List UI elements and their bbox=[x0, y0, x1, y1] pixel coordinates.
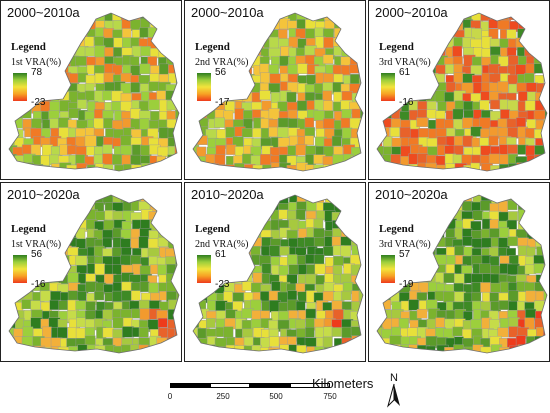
legend-min: -23 bbox=[215, 279, 230, 290]
scale-tick: 750 bbox=[323, 392, 337, 401]
legend-variable: 1st VRA(%) bbox=[11, 57, 62, 68]
scale-units: Kilometers bbox=[312, 376, 374, 391]
scale-tick: 250 bbox=[216, 392, 230, 401]
legend-max: 56 bbox=[31, 249, 43, 260]
legend-title: Legend bbox=[11, 223, 46, 235]
map-panel: 2010~2020a Legend 2nd VRA(%) 61 -23 bbox=[184, 182, 366, 362]
legend-variable: 2nd VRA(%) bbox=[195, 57, 249, 68]
region-map bbox=[192, 12, 364, 172]
scale-segment bbox=[250, 383, 290, 388]
period-label: 2010~2020a bbox=[191, 187, 264, 202]
scale-tick: 500 bbox=[269, 392, 283, 401]
scale-segment bbox=[290, 383, 330, 388]
legend-title: Legend bbox=[195, 41, 230, 53]
map-panel: 2000~2010a Legend 3rd VRA(%) 61 -16 bbox=[368, 0, 550, 180]
legend-min: -16 bbox=[399, 97, 414, 108]
region-map bbox=[8, 12, 180, 172]
legend-color-ramp bbox=[197, 255, 211, 283]
scale-bar: 0 250 500 750 bbox=[168, 383, 350, 401]
legend-variable: 2nd VRA(%) bbox=[195, 239, 249, 250]
legend-max: 56 bbox=[215, 67, 227, 78]
legend-color-ramp bbox=[197, 73, 211, 101]
legend-title: Legend bbox=[11, 41, 46, 53]
scale-tick: 0 bbox=[167, 392, 173, 401]
legend-title: Legend bbox=[379, 223, 414, 235]
map-panel: 2010~2020a Legend 3rd VRA(%) 57 -19 bbox=[368, 182, 550, 362]
region-map bbox=[376, 194, 548, 354]
legend-max: 61 bbox=[215, 249, 227, 260]
north-arrow-icon: N bbox=[384, 370, 404, 408]
map-panel: 2010~2020a Legend 1st VRA(%) 56 -16 bbox=[0, 182, 182, 362]
legend-title: Legend bbox=[379, 41, 414, 53]
region-map bbox=[8, 194, 180, 354]
north-label: N bbox=[390, 372, 398, 384]
legend-color-ramp bbox=[13, 255, 27, 283]
legend-min: -16 bbox=[31, 279, 46, 290]
legend-max: 61 bbox=[399, 67, 411, 78]
legend-max: 57 bbox=[399, 249, 411, 260]
legend-min: -19 bbox=[399, 279, 414, 290]
region-map bbox=[376, 12, 548, 172]
period-label: 2010~2020a bbox=[375, 187, 448, 202]
map-panel: 2000~2010a Legend 1st VRA(%) 78 -23 bbox=[0, 0, 182, 180]
legend-variable: 1st VRA(%) bbox=[11, 239, 62, 250]
legend-min: -23 bbox=[31, 97, 46, 108]
legend-max: 78 bbox=[31, 67, 43, 78]
scale-segment bbox=[210, 383, 250, 388]
legend-variable: 3rd VRA(%) bbox=[379, 239, 431, 250]
legend-variable: 3rd VRA(%) bbox=[379, 57, 431, 68]
scale-segment bbox=[170, 383, 210, 388]
legend-color-ramp bbox=[381, 73, 395, 101]
period-label: 2000~2010a bbox=[375, 5, 448, 20]
map-panel: 2000~2010a Legend 2nd VRA(%) 56 -17 bbox=[184, 0, 366, 180]
legend-title: Legend bbox=[195, 223, 230, 235]
legend-min: -17 bbox=[215, 97, 230, 108]
region-map bbox=[192, 194, 364, 354]
period-label: 2000~2010a bbox=[191, 5, 264, 20]
legend-color-ramp bbox=[13, 73, 27, 101]
period-label: 2010~2020a bbox=[7, 187, 80, 202]
period-label: 2000~2010a bbox=[7, 5, 80, 20]
legend-color-ramp bbox=[381, 255, 395, 283]
